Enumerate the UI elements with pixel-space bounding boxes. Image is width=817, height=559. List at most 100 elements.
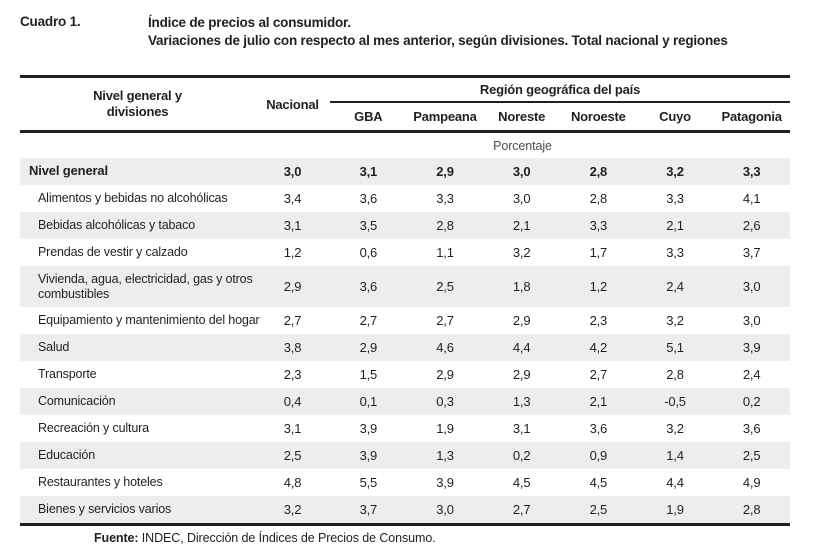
source-note: Fuente: INDEC, Dirección de Índices de P…	[94, 531, 436, 545]
cell-value: 3,1	[283, 421, 302, 436]
cell-value: 3,0	[436, 502, 454, 517]
cell-value: 4,9	[742, 475, 761, 490]
cell-value: 2,7	[589, 367, 608, 382]
cell-value: 3,2	[283, 502, 302, 517]
row-label: Vivienda, agua, electricidad, gas y otro…	[38, 272, 253, 301]
row-label: Bienes y servicios varios	[38, 502, 172, 517]
table-row: Prendas de vestir y calzado 1,2 0,6 1,1 3,2 1…	[20, 239, 790, 266]
cell-value: 5,5	[359, 475, 378, 490]
cell-value: 1,3	[512, 394, 531, 409]
table-title-line2: Variaciones de julio con respecto al mes…	[148, 33, 728, 48]
cell-value: 3,2	[512, 245, 531, 260]
table-title: Índice de precios al consumidor. Variaci…	[148, 14, 728, 50]
cell-value: 3,3	[666, 245, 684, 260]
cell-value: 3,0	[742, 279, 761, 294]
cell-value: 3,9	[359, 448, 378, 463]
cell-value: -0,5	[664, 394, 686, 409]
cell-value: 3,2	[666, 313, 684, 328]
cell-value: 2,7	[359, 313, 378, 328]
row-label: Recreación y cultura	[38, 421, 149, 436]
cell-value: 2,7	[436, 313, 454, 328]
cell-value: 1,7	[589, 245, 608, 260]
cell-value: 3,9	[436, 475, 454, 490]
table-row: Transporte 2,3 1,5 2,9 2,9 2,7 2,8 2,4	[20, 361, 790, 388]
cell-value: 3,3	[589, 218, 608, 233]
cell-value: 3,8	[283, 340, 302, 355]
cell-value: 3,1	[359, 164, 378, 179]
cell-value: 4,8	[283, 475, 302, 490]
cell-value: 3,2	[666, 421, 684, 436]
column-header-pampeana: Pampeana	[413, 109, 477, 124]
cell-value: 3,9	[359, 421, 378, 436]
cell-value: 3,2	[666, 164, 684, 179]
cell-value: 2,1	[589, 394, 608, 409]
cell-value: 3,7	[359, 502, 378, 517]
source-label: Fuente:	[94, 531, 139, 545]
cell-value: 1,2	[589, 279, 608, 294]
cell-value: 1,8	[512, 279, 531, 294]
row-label: Comunicación	[38, 394, 116, 409]
row-label: Bebidas alcohólicas y tabaco	[38, 218, 196, 233]
cell-value: 1,9	[436, 421, 454, 436]
cell-value: 1,9	[666, 502, 684, 517]
row-label: Salud	[38, 340, 70, 355]
table-row: Salud 3,8 2,9 4,6 4,4 4,2 5,1 3,9	[20, 334, 790, 361]
cell-value: 0,1	[359, 394, 378, 409]
cell-value: 2,9	[283, 279, 302, 294]
cell-value: 4,4	[512, 340, 531, 355]
unit-row: Porcentaje	[20, 133, 790, 158]
cell-value: 3,3	[742, 164, 761, 179]
cell-value: 0,3	[436, 394, 454, 409]
cell-value: 2,7	[283, 313, 302, 328]
table-header: Nivel general y divisiones Nacional Regi…	[20, 75, 790, 133]
cell-value: 3,5	[359, 218, 378, 233]
row-label: Educación	[38, 448, 96, 463]
cell-value: 0,2	[742, 394, 761, 409]
cell-value: 2,8	[436, 218, 454, 233]
row-label: Prendas de vestir y calzado	[38, 245, 188, 260]
cell-value: 1,1	[436, 245, 454, 260]
cell-value: 4,5	[512, 475, 531, 490]
column-header-gba: GBA	[354, 109, 383, 124]
cell-value: 2,5	[436, 279, 454, 294]
cell-value: 1,2	[283, 245, 302, 260]
cell-value: 3,6	[359, 279, 378, 294]
table-title-line1: Índice de precios al consumidor.	[148, 15, 351, 30]
table-row: Educación 2,5 3,9 1,3 0,2 0,9 1,4 2,5	[20, 442, 790, 469]
cell-value: 1,3	[436, 448, 454, 463]
cell-value: 3,6	[742, 421, 761, 436]
cell-value: 0,9	[589, 448, 608, 463]
table-body: Nivel general 3,0 3,1 2,9 3,0 2,8 3,2 3,3 Alimen…	[20, 158, 790, 526]
cell-value: 2,8	[589, 191, 608, 206]
column-header-patagonia: Patagonia	[721, 109, 782, 124]
cell-value: 3,3	[666, 191, 684, 206]
column-header-cuyo: Cuyo	[659, 109, 691, 124]
table-title-block: Cuadro 1. Índice de precios al consumido…	[20, 14, 728, 50]
cell-value: 2,8	[666, 367, 684, 382]
column-header-noroeste: Noroeste	[570, 109, 626, 124]
table-row: Recreación y cultura 3,1 3,9 1,9 3,1 3,6 3,2 3,…	[20, 415, 790, 442]
table-row: Bienes y servicios varios 3,2 3,7 3,0 2,7 2,5…	[20, 496, 790, 523]
column-header-nacional: Nacional	[266, 96, 319, 112]
source-text: INDEC, Dirección de Índices de Precios d…	[138, 531, 436, 545]
cell-value: 3,7	[742, 245, 761, 260]
cell-value: 4,5	[589, 475, 608, 490]
cell-value: 3,0	[512, 164, 531, 179]
table-row: Vivienda, agua, electricidad, gas y otro…	[20, 266, 790, 307]
cell-value: 1,5	[359, 367, 378, 382]
cpi-table: Nivel general y divisiones Nacional Regi…	[20, 75, 790, 526]
cell-value: 3,6	[589, 421, 608, 436]
cell-value: 4,4	[666, 475, 684, 490]
cell-value: 2,9	[436, 367, 454, 382]
cell-value: 0,6	[359, 245, 378, 260]
cell-value: 3,9	[742, 340, 761, 355]
table-row: Alimentos y bebidas no alcohólicas 3,4 3,6…	[20, 185, 790, 212]
cell-value: 3,6	[359, 191, 378, 206]
cell-value: 3,0	[742, 313, 761, 328]
cell-value: 2,8	[742, 502, 761, 517]
cell-value: 2,9	[359, 340, 378, 355]
cell-value: 2,7	[512, 502, 531, 517]
row-label: Equipamiento y mantenimiento del hogar	[38, 313, 260, 328]
cell-value: 2,1	[666, 218, 684, 233]
cell-value: 2,8	[589, 164, 608, 179]
